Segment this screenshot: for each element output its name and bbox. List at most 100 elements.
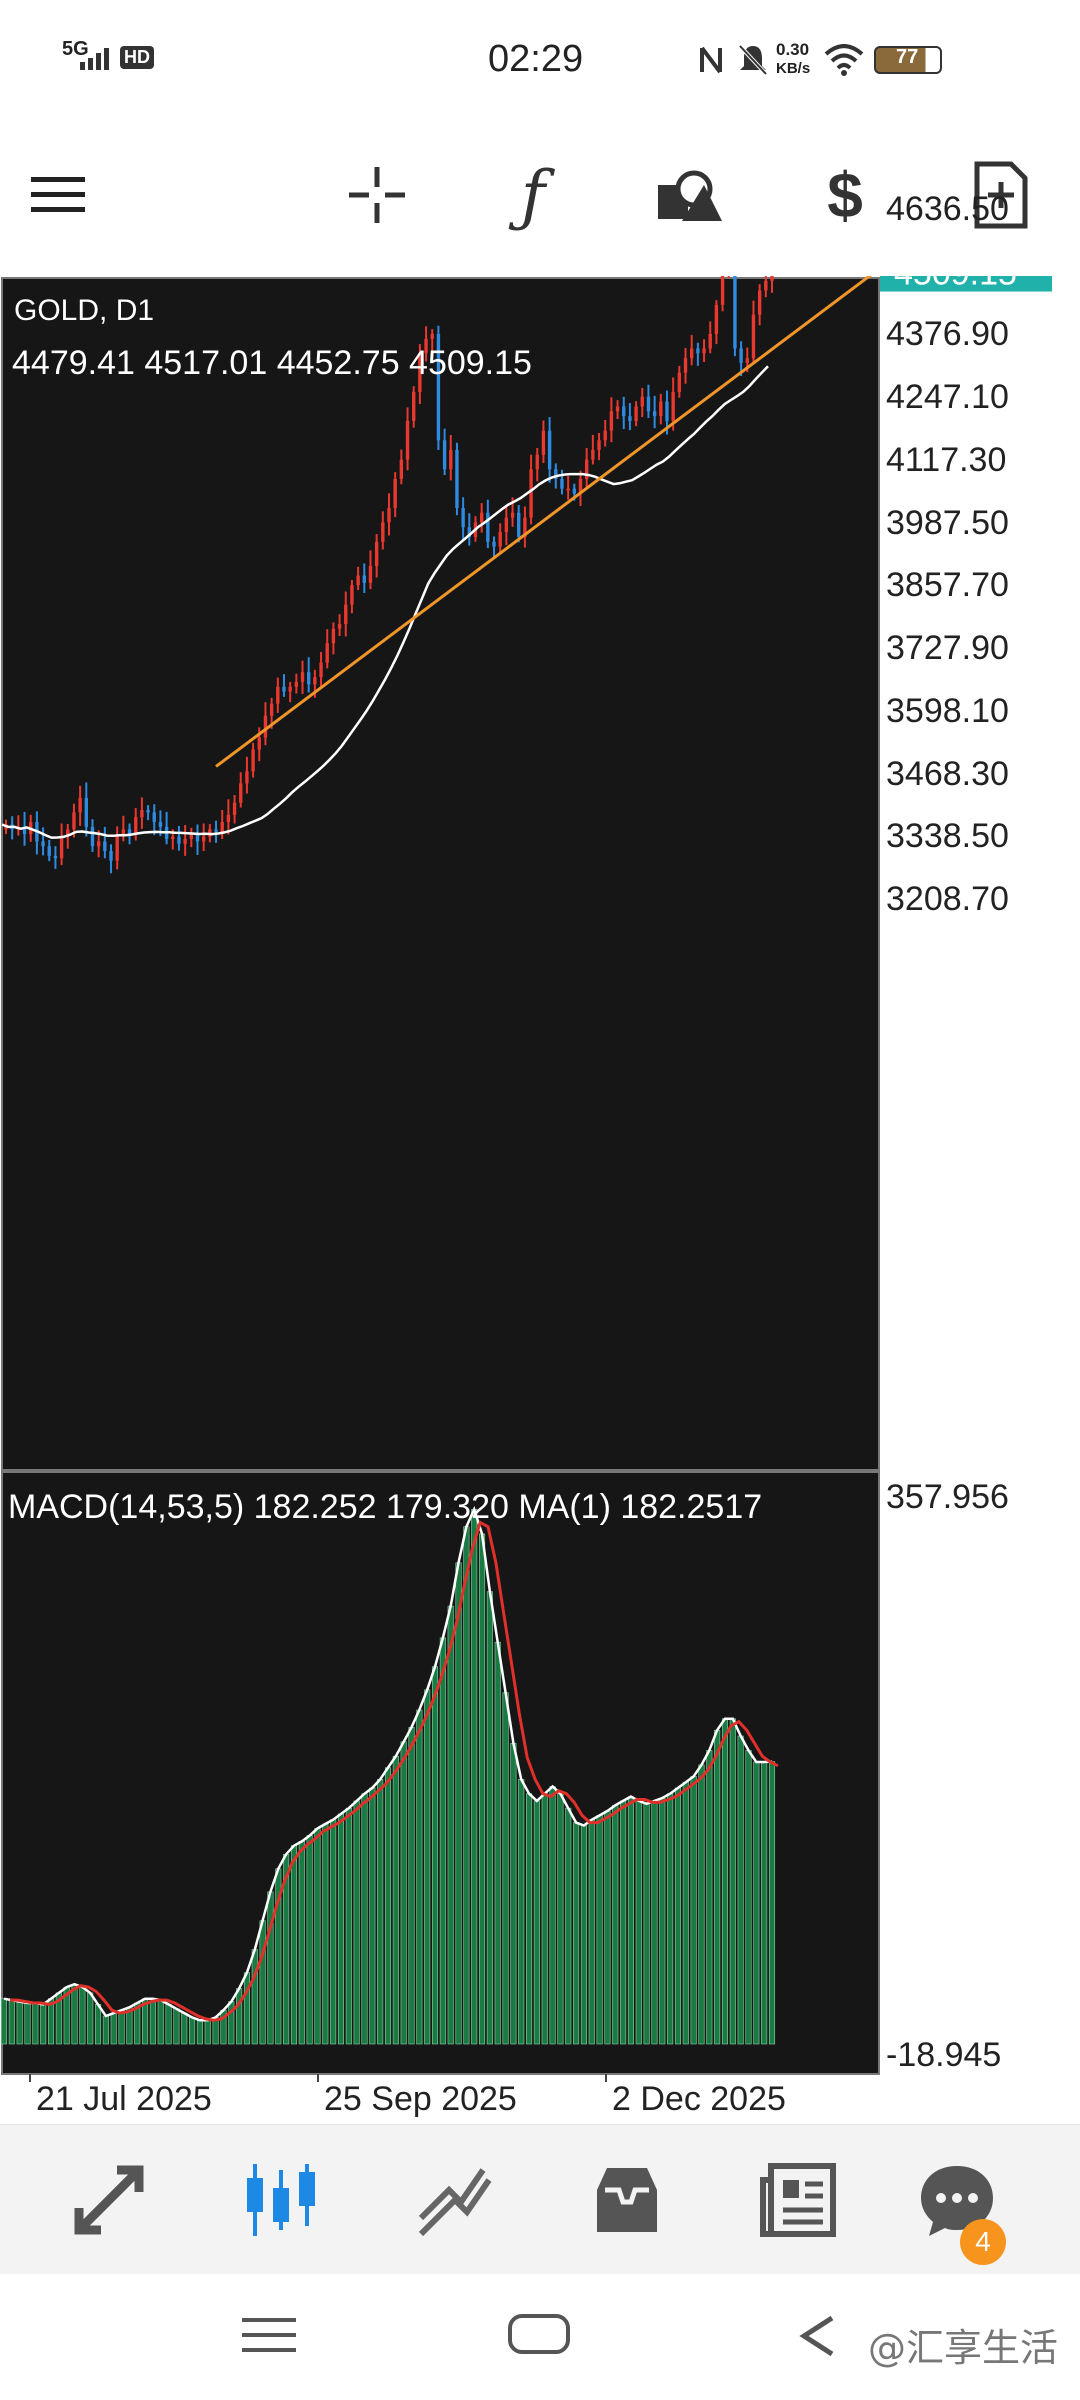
candle[interactable] (288, 686, 292, 692)
candle[interactable] (615, 406, 620, 412)
candle[interactable] (640, 396, 644, 407)
candle[interactable] (344, 604, 348, 624)
candle[interactable] (319, 662, 323, 678)
price-panel[interactable] (1, 277, 880, 1471)
candle[interactable] (449, 449, 453, 470)
candle[interactable] (368, 565, 373, 583)
candle[interactable] (757, 290, 762, 315)
trendline[interactable] (215, 269, 877, 768)
back-icon[interactable] (796, 2312, 840, 2365)
menu-icon[interactable] (14, 150, 104, 240)
quotes-arrows-icon[interactable] (64, 2157, 154, 2243)
candle[interactable] (90, 826, 95, 847)
candle[interactable] (683, 358, 688, 373)
candle[interactable] (541, 430, 546, 455)
candle[interactable] (467, 527, 472, 537)
candle[interactable] (751, 314, 756, 359)
candle[interactable] (405, 420, 410, 460)
news-icon[interactable] (754, 2157, 844, 2243)
candle[interactable] (671, 391, 675, 421)
candle[interactable] (356, 575, 360, 586)
candle[interactable] (652, 411, 657, 417)
candle[interactable] (189, 834, 194, 839)
candle[interactable] (152, 812, 156, 823)
candle[interactable] (276, 686, 280, 704)
candle[interactable] (504, 517, 509, 533)
candle[interactable] (665, 401, 669, 421)
candle[interactable] (195, 834, 200, 842)
candle[interactable] (59, 836, 64, 859)
candle[interactable] (770, 271, 774, 281)
candle[interactable] (146, 809, 150, 813)
candle[interactable] (566, 488, 570, 491)
candle[interactable] (560, 478, 564, 489)
candle[interactable] (232, 802, 237, 815)
candle[interactable] (177, 836, 181, 844)
candle[interactable] (677, 372, 682, 392)
candle[interactable] (430, 333, 434, 339)
candle[interactable] (498, 532, 502, 547)
candle[interactable] (313, 677, 317, 685)
candle[interactable] (659, 401, 663, 417)
recent-apps-icon[interactable] (240, 2314, 300, 2363)
candle[interactable] (399, 459, 404, 479)
candle[interactable] (103, 841, 107, 852)
candle[interactable] (115, 836, 119, 861)
candle[interactable] (529, 469, 533, 518)
candle[interactable] (66, 829, 70, 837)
candle[interactable] (578, 478, 583, 494)
trade-icon[interactable] (410, 2157, 500, 2243)
candle[interactable] (628, 416, 632, 421)
candle[interactable] (455, 449, 459, 508)
candle[interactable] (547, 430, 552, 470)
candle[interactable] (714, 304, 719, 334)
candle[interactable] (134, 817, 138, 835)
candle[interactable] (171, 836, 175, 839)
candle[interactable] (226, 814, 231, 823)
candle[interactable] (486, 512, 490, 542)
objects-shapes-icon[interactable] (644, 150, 734, 240)
candle[interactable] (251, 749, 255, 772)
candle[interactable] (554, 469, 558, 479)
candle[interactable] (47, 846, 51, 856)
candle[interactable] (634, 406, 638, 421)
candle[interactable] (109, 851, 113, 861)
candle[interactable] (689, 348, 694, 359)
candle[interactable] (306, 672, 311, 685)
candle[interactable] (702, 348, 706, 354)
candle[interactable] (300, 672, 305, 682)
candle[interactable] (584, 459, 589, 479)
candle[interactable] (418, 353, 422, 392)
candle[interactable] (492, 541, 496, 547)
candle[interactable] (436, 333, 441, 441)
candle[interactable] (263, 715, 268, 738)
candle[interactable] (523, 517, 527, 537)
candle[interactable] (708, 333, 712, 349)
candle[interactable] (245, 771, 249, 784)
candle[interactable] (214, 829, 218, 832)
history-inbox-icon[interactable] (582, 2157, 672, 2243)
candle[interactable] (412, 391, 416, 421)
candle[interactable] (646, 396, 651, 412)
candle[interactable] (479, 512, 484, 523)
trade-dollar-icon[interactable]: $ (827, 159, 863, 231)
candle[interactable] (220, 822, 224, 832)
candle[interactable] (535, 454, 539, 470)
candle[interactable] (696, 348, 700, 354)
candle[interactable] (41, 841, 45, 847)
candle[interactable] (257, 737, 261, 750)
candle[interactable] (591, 449, 595, 460)
candle[interactable] (269, 703, 274, 716)
candle[interactable] (733, 256, 737, 349)
candle[interactable] (331, 628, 336, 644)
chart-candles-icon[interactable] (236, 2157, 326, 2243)
candle[interactable] (158, 822, 163, 827)
candle[interactable] (381, 522, 385, 542)
candle[interactable] (720, 266, 725, 305)
chart-area[interactable]: 4509.15 GOLD, D1 4479.41 4517.01 4452.75… (0, 241, 1080, 2124)
candle[interactable] (387, 507, 391, 523)
candle[interactable] (325, 643, 329, 663)
candle[interactable] (201, 836, 206, 842)
home-button-icon[interactable] (508, 2314, 570, 2354)
candle[interactable] (294, 681, 299, 687)
